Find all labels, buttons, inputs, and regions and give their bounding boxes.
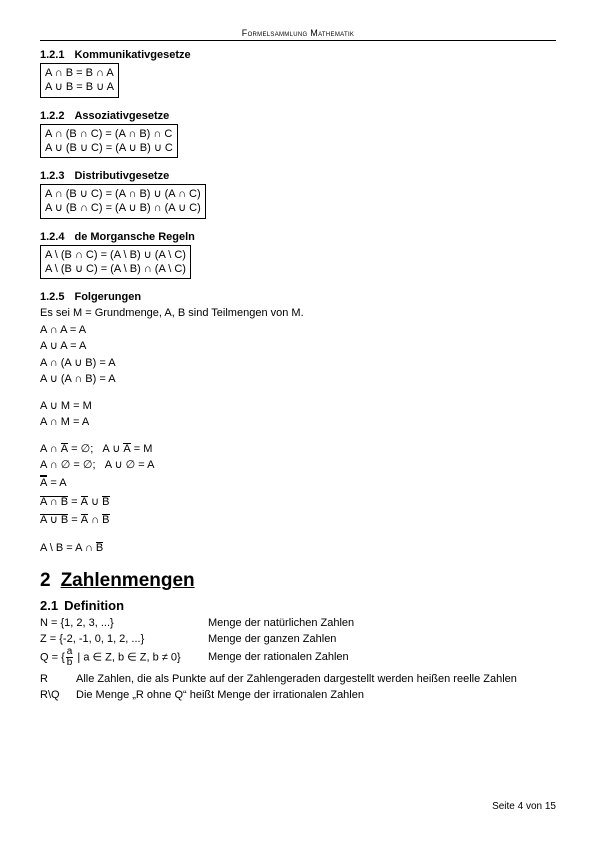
- formula-line: A ∪ M = M: [40, 398, 556, 415]
- formula-line: A ∩ A = ∅; A ∪ A = M: [40, 441, 556, 458]
- heading-number: 2: [40, 570, 51, 591]
- overline: B: [102, 496, 109, 508]
- def-right: Menge der ganzen Zahlen: [208, 632, 556, 647]
- heading-number: 1.2.4: [40, 231, 64, 243]
- heading-1-2-2: 1.2.2 Assoziativgesetze: [40, 110, 556, 122]
- def-row-rq: R\Q Die Menge „R ohne Q“ heißt Menge der…: [40, 688, 556, 703]
- def-left: N = {1, 2, 3, ...}: [40, 616, 208, 631]
- formula-line: A ∩ M = A: [40, 414, 556, 431]
- formula-group-3: A ∩ A = ∅; A ∪ A = M A ∩ ∅ = ∅; A ∪ ∅ = …: [40, 441, 556, 530]
- q-cond: | a ∈ Z, b ∈ Z, b ≠ 0}: [74, 652, 180, 664]
- formula-line: A ∪ B = B ∪ A: [45, 80, 114, 94]
- def-right: Menge der natürlichen Zahlen: [208, 616, 556, 631]
- def-row-n: N = {1, 2, 3, ...} Menge der natürlichen…: [40, 616, 556, 631]
- formula-line: A ∩ (A ∪ B) = A: [40, 355, 556, 372]
- formula-line: A ∩ B = A ∪ B: [40, 493, 556, 512]
- fraction-den: b: [66, 658, 74, 668]
- heading-title: Definition: [64, 598, 124, 613]
- formula-box-1-2-2: A ∩ (B ∩ C) = (A ∩ B) ∩ C A ∪ (B ∪ C) = …: [40, 124, 178, 159]
- formula-line: A ∩ (B ∪ C) = (A ∩ B) ∪ (A ∩ C): [45, 187, 201, 201]
- def-right: Alle Zahlen, die als Punkte auf der Zahl…: [76, 672, 556, 687]
- heading-number: 1.2.5: [40, 291, 64, 303]
- formula-part: A ∪ ∅ = A: [105, 459, 155, 471]
- heading-title: de Morgansche Regeln: [74, 231, 194, 243]
- heading-number: 1.2.3: [40, 170, 64, 182]
- heading-number: 1.2.1: [40, 49, 64, 61]
- heading-2-1: 2.1 Definition: [40, 598, 556, 613]
- overline: A: [123, 443, 130, 455]
- formula-line: A ∪ (A ∩ B) = A: [40, 371, 556, 388]
- formula-box-1-2-4: A \ (B ∩ C) = (A \ B) ∪ (A \ C) A \ (B ∪…: [40, 245, 191, 280]
- heading-title: Kommunikativgesetze: [74, 49, 190, 61]
- heading-title: Folgerungen: [74, 291, 141, 303]
- heading-title: Zahlenmengen: [61, 570, 195, 591]
- def-right: Die Menge „R ohne Q“ heißt Menge der irr…: [76, 688, 556, 703]
- overline: A ∪ B: [40, 514, 68, 526]
- formula-line: A ∪ (B ∪ C) = (A ∪ B) ∪ C: [45, 141, 173, 155]
- formula-line: A ∩ A = A: [40, 322, 556, 339]
- overline: A: [40, 475, 47, 489]
- heading-number: 1.2.2: [40, 110, 64, 122]
- formula-line: A = A: [40, 474, 556, 493]
- heading-1-2-4: 1.2.4 de Morgansche Regeln: [40, 231, 556, 243]
- heading-title: Assoziativgesetze: [74, 110, 169, 122]
- overline: A ∩ B: [40, 496, 68, 508]
- formula-part: A ∩ ∅ = ∅;: [40, 459, 96, 471]
- formula-line: A ∪ B = A ∩ B: [40, 511, 556, 530]
- overline: A: [81, 514, 88, 526]
- formula-line: A ∩ (B ∩ C) = (A ∩ B) ∩ C: [45, 127, 173, 141]
- heading-1-2-1: 1.2.1 Kommunikativgesetze: [40, 49, 556, 61]
- formula-box-1-2-3: A ∩ (B ∪ C) = (A ∩ B) ∪ (A ∩ C) A ∪ (B ∩…: [40, 184, 206, 219]
- formula-group-1: A ∩ A = A A ∪ A = A A ∩ (A ∪ B) = A A ∪ …: [40, 322, 556, 388]
- page-header-rule: Formelsammlung Mathematik: [40, 28, 556, 41]
- def-row-z: Z = {-2, -1, 0, 1, 2, ...} Menge der gan…: [40, 632, 556, 647]
- heading-1-2-5: 1.2.5 Folgerungen: [40, 291, 556, 303]
- page-footer: Seite 4 von 15: [492, 801, 556, 812]
- overline: A: [81, 496, 88, 508]
- formula-line: A ∪ (B ∩ C) = (A ∪ B) ∩ (A ∪ C): [45, 201, 201, 215]
- overline: B: [102, 514, 109, 526]
- heading-1-2-3: 1.2.3 Distributivgesetze: [40, 170, 556, 182]
- fraction: ab: [66, 647, 74, 668]
- heading-number: 2.1: [40, 598, 58, 613]
- overline: A: [40, 476, 47, 489]
- formula-group-2: A ∪ M = M A ∩ M = A: [40, 398, 556, 431]
- formula-line: A ∩ ∅ = ∅; A ∪ ∅ = A: [40, 457, 556, 474]
- formula-line: A \ (B ∩ C) = (A \ B) ∪ (A \ C): [45, 248, 186, 262]
- def-row-q: Q = {ab | a ∈ Z, b ∈ Z, b ≠ 0} Menge der…: [40, 647, 556, 668]
- formula-line: A ∩ B = B ∩ A: [45, 66, 114, 80]
- intro-text: Es sei M = Grundmenge, A, B sind Teilmen…: [40, 305, 556, 322]
- heading-title: Distributivgesetze: [74, 170, 169, 182]
- formula-line: A \ (B ∪ C) = (A \ B) ∩ (A \ C): [45, 262, 186, 276]
- formula-line: A ∪ A = A: [40, 338, 556, 355]
- def-right: Menge der rationalen Zahlen: [208, 650, 556, 665]
- q-prefix: Q = {: [40, 652, 65, 664]
- formula-group-4: A \ B = A ∩ B: [40, 540, 556, 557]
- def-left: Z = {-2, -1, 0, 1, 2, ...}: [40, 632, 208, 647]
- def-left: Q = {ab | a ∈ Z, b ∈ Z, b ≠ 0}: [40, 647, 208, 668]
- page-header: Formelsammlung Mathematik: [40, 28, 556, 38]
- overline: A: [61, 443, 68, 455]
- overline: B: [96, 542, 103, 554]
- formula-box-1-2-1: A ∩ B = B ∩ A A ∪ B = B ∪ A: [40, 63, 119, 98]
- heading-2: 2 Zahlenmengen: [40, 570, 556, 592]
- def-row-r: R Alle Zahlen, die als Punkte auf der Za…: [40, 672, 556, 687]
- def-sym: R\Q: [40, 688, 76, 703]
- def-sym: R: [40, 672, 76, 687]
- formula-line: A \ B = A ∩ B: [40, 540, 556, 557]
